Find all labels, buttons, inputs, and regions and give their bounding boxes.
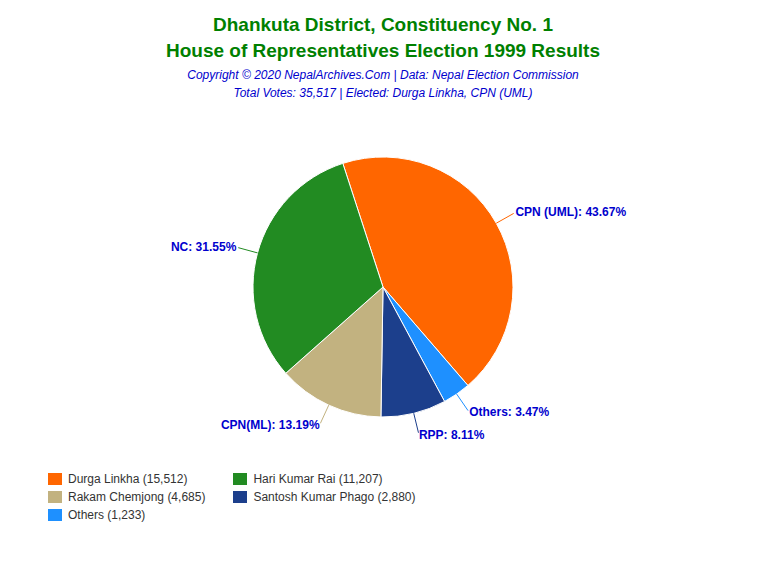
html-text:Hari Kumar Rai (11,207): Hari Kumar Rai (11,207) [253, 472, 383, 486]
svg-text:CPN(ML): 13.19%: CPN(ML): 13.19% [221, 418, 320, 432]
html-text:Dhankuta District, Constituenc: Dhankuta District, Constituency No. 1 [213, 14, 553, 35]
html-text:House of Representatives Elect: House of Representatives Election 1999 R… [166, 40, 600, 61]
svg-text:Others: 3.47%: Others: 3.47% [469, 405, 549, 419]
html-text:Santosh Kumar Phago (2,880): Santosh Kumar Phago (2,880) [253, 490, 416, 504]
html-text:Others (1,233): Others (1,233) [68, 508, 146, 522]
html-text:Durga Linkha (15,512): Durga Linkha (15,512) [68, 472, 188, 486]
svg-text:NC: 31.55%: NC: 31.55% [171, 240, 237, 254]
svg-text:CPN (UML): 43.67%: CPN (UML): 43.67% [515, 205, 626, 219]
html-text:Copyright © 2020 NepalArchives: Copyright © 2020 NepalArchives.Com | Dat… [187, 68, 579, 82]
svg-text:RPP: 8.11%: RPP: 8.11% [419, 428, 485, 442]
html-text:Total Votes: 35,517 | Elected:: Total Votes: 35,517 | Elected: Durga Lin… [233, 86, 533, 100]
html-text:Rakam Chemjong (4,685): Rakam Chemjong (4,685) [68, 490, 206, 504]
